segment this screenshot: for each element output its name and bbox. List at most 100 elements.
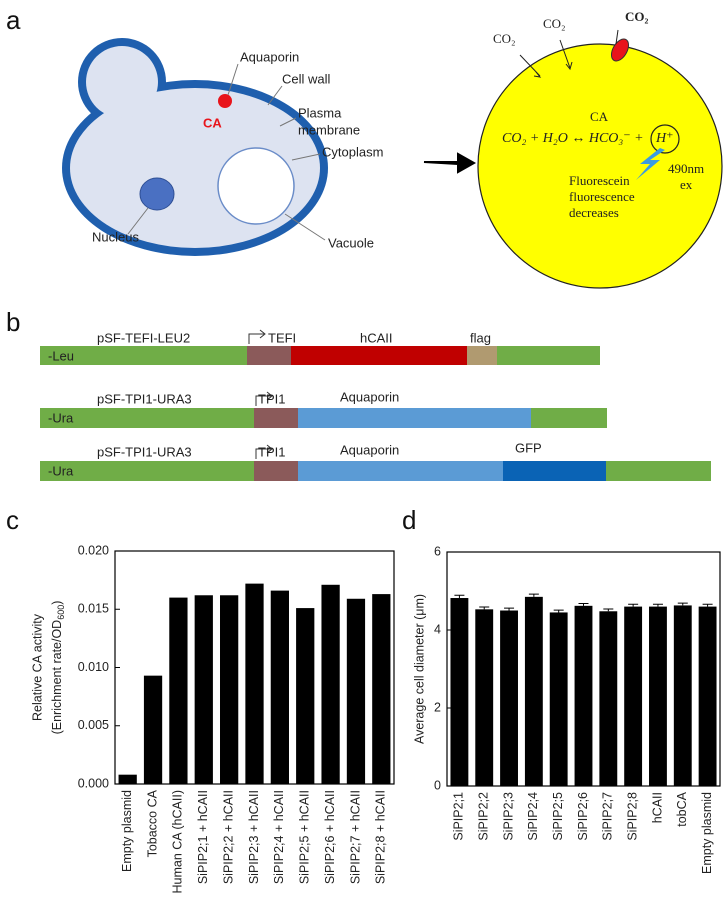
error-bar xyxy=(479,606,490,610)
error-bar xyxy=(702,603,713,607)
bar xyxy=(549,612,568,786)
cell-label: Nucleus xyxy=(92,229,139,244)
plot-frame xyxy=(446,551,721,787)
x-tick-label: SiPIP2;3 + hCAII xyxy=(247,790,261,884)
process-arrow xyxy=(423,152,477,174)
equation: CO₂ + H₂O ↔ HCO₃⁻ + xyxy=(502,131,644,146)
x-tick-label: hCAII xyxy=(650,792,664,823)
gene-label: Aquaporin xyxy=(340,442,399,457)
x-tick-label: tobCA xyxy=(675,791,689,826)
marker-label: -Leu xyxy=(48,348,74,363)
x-tick-label: SiPIP2;6 xyxy=(576,792,590,841)
y-axis-title: (Enrichment rate/OD600) xyxy=(50,601,66,735)
error-bar xyxy=(528,593,539,597)
bar xyxy=(118,774,137,784)
cell-label: Plasma xyxy=(298,105,342,120)
promoter-label: TPI1 xyxy=(258,444,285,459)
bar xyxy=(143,675,163,784)
bar xyxy=(599,611,618,786)
bar xyxy=(698,606,717,786)
bar xyxy=(220,595,239,784)
promoter-label: TPI1 xyxy=(258,391,285,406)
y-tick-label: 0.015 xyxy=(78,602,109,616)
y-tick-label: 6 xyxy=(434,544,441,558)
gene-label: GFP xyxy=(515,440,542,455)
cell-leaders xyxy=(127,63,326,241)
error-bar xyxy=(652,603,663,607)
bar xyxy=(524,596,543,786)
cell-label: membrane xyxy=(298,122,360,137)
error-bar xyxy=(504,607,515,611)
charts: 0.000 0.005 0.010 0.015 0.020 Empty plasmid To… xyxy=(30,543,721,894)
y-tick-label: 0.020 xyxy=(78,543,109,557)
bar xyxy=(296,608,315,784)
y-tick-label: 0.010 xyxy=(78,660,109,674)
cell-label: CA xyxy=(203,115,222,130)
error-bar xyxy=(553,609,564,613)
gene-label: hCAII xyxy=(360,330,393,345)
plasmid-label: pSF-TPI1-URA3 xyxy=(97,444,192,459)
co2-label: CO₂ xyxy=(625,9,649,24)
bar xyxy=(346,598,366,784)
bar xyxy=(673,605,692,786)
x-tick-label: SiPIP2;2 + hCAII xyxy=(221,790,235,884)
plasmid-label: pSF-TPI1-URA3 xyxy=(97,391,192,406)
bar xyxy=(500,610,518,786)
bar xyxy=(321,584,340,784)
panel-label: c xyxy=(6,505,19,535)
panel-label: d xyxy=(402,505,416,535)
bar xyxy=(624,606,643,786)
error-bar xyxy=(454,594,465,599)
promoter-label: TEFI xyxy=(268,330,296,345)
gene-label: flag xyxy=(470,330,491,345)
bar xyxy=(649,606,667,786)
x-tick-label: SiPIP2;1 xyxy=(452,792,466,841)
wavelength: ex xyxy=(680,177,693,192)
plasmid-label: pSF-TEFI-LEU2 xyxy=(97,330,190,345)
y-tick-label: 2 xyxy=(434,700,441,714)
cell-label: Cytoplasm xyxy=(322,144,383,159)
readout: decreases xyxy=(569,205,619,220)
x-tick-label: SiPIP2;8 + hCAII xyxy=(374,790,388,884)
readout: Fluorescein xyxy=(569,173,630,188)
x-tick-label: SiPIP2;4 + hCAII xyxy=(272,790,286,884)
reaction-cell xyxy=(477,29,723,289)
x-tick-label: SiPIP2;7 + hCAII xyxy=(348,790,362,884)
x-tick-label: Tobacco CA xyxy=(145,789,159,857)
equation-proton: H⁺ xyxy=(655,131,674,146)
x-tick-label: SiPIP2;5 xyxy=(551,792,565,841)
readout: fluorescence xyxy=(569,189,635,204)
x-tick-label: Empty plasmid xyxy=(700,792,714,874)
panel-label: b xyxy=(6,307,20,337)
y-axis-title-sub: 600 xyxy=(56,605,66,620)
x-tick-label: Empty plasmid xyxy=(120,790,134,872)
gene-label: Aquaporin xyxy=(340,389,399,404)
x-tick-label: SiPIP2;2 xyxy=(477,792,491,841)
error-bar xyxy=(603,608,614,612)
construct xyxy=(40,329,711,481)
y-tick-label: 0.000 xyxy=(78,776,109,790)
bar xyxy=(194,595,213,784)
bar xyxy=(450,598,469,786)
bar xyxy=(574,605,593,786)
wavelength: 490nm xyxy=(668,161,704,176)
y-tick-label: 0.005 xyxy=(78,718,109,732)
bar xyxy=(372,594,391,784)
co2-label: CO₂ xyxy=(543,16,566,31)
x-tick-label: SiPIP2;4 xyxy=(526,792,540,841)
y-axis-title-part: (Enrichment rate/OD xyxy=(50,620,64,735)
x-tick-label: Human CA (hCAII) xyxy=(171,790,185,894)
panel-label: a xyxy=(6,5,21,35)
error-bar xyxy=(677,602,688,606)
error-bar xyxy=(578,602,589,606)
y-tick-label: 4 xyxy=(434,622,441,636)
y-tick-label: 0 xyxy=(434,778,441,792)
x-tick-label: SiPIP2;1 + hCAII xyxy=(196,790,210,884)
y-axis-title: Average cell diameter (μm) xyxy=(412,594,426,744)
x-tick-label: SiPIP2;3 xyxy=(501,792,515,841)
cell-label: Aquaporin xyxy=(240,49,299,64)
x-tick-label: SiPIP2;7 xyxy=(601,792,615,841)
cell-label: Vacuole xyxy=(328,235,374,250)
x-tick-label: SiPIP2;5 + hCAII xyxy=(298,790,312,884)
